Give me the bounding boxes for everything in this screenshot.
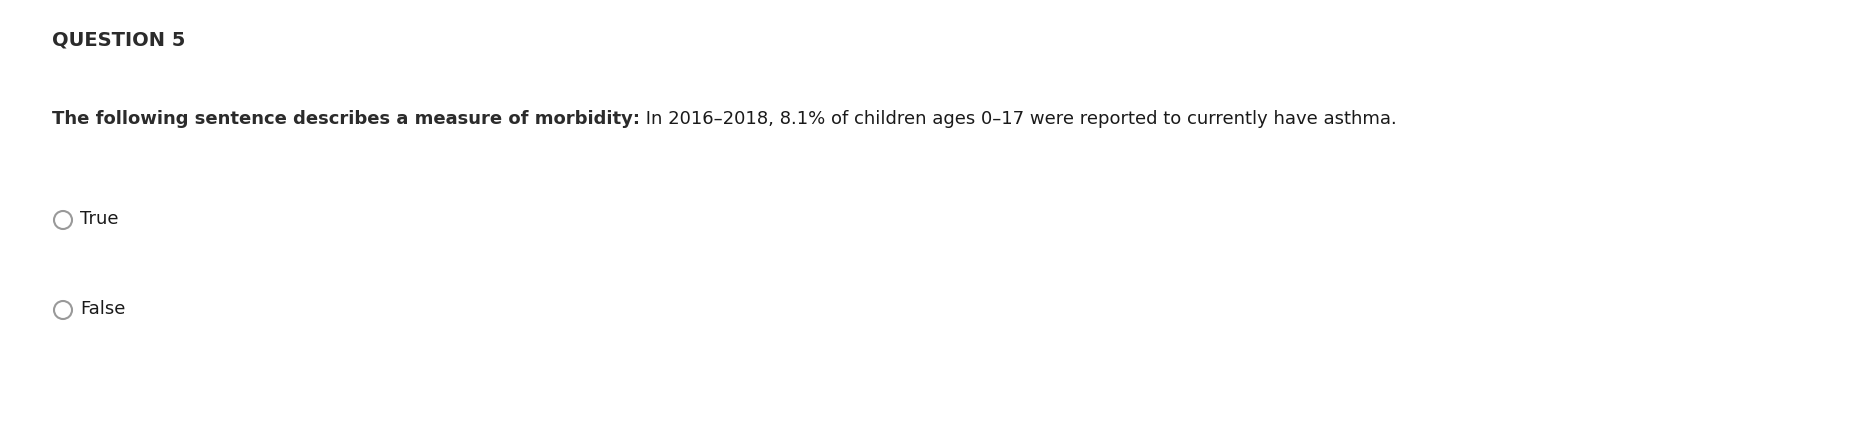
Text: True: True bbox=[80, 210, 119, 228]
Text: QUESTION 5: QUESTION 5 bbox=[52, 30, 186, 49]
Text: The following sentence describes a measure of morbidity:: The following sentence describes a measu… bbox=[52, 110, 640, 128]
Text: In 2016–2018, 8.1% of children ages 0–17 were reported to currently have asthma.: In 2016–2018, 8.1% of children ages 0–17… bbox=[640, 110, 1397, 128]
Text: False: False bbox=[80, 300, 125, 318]
